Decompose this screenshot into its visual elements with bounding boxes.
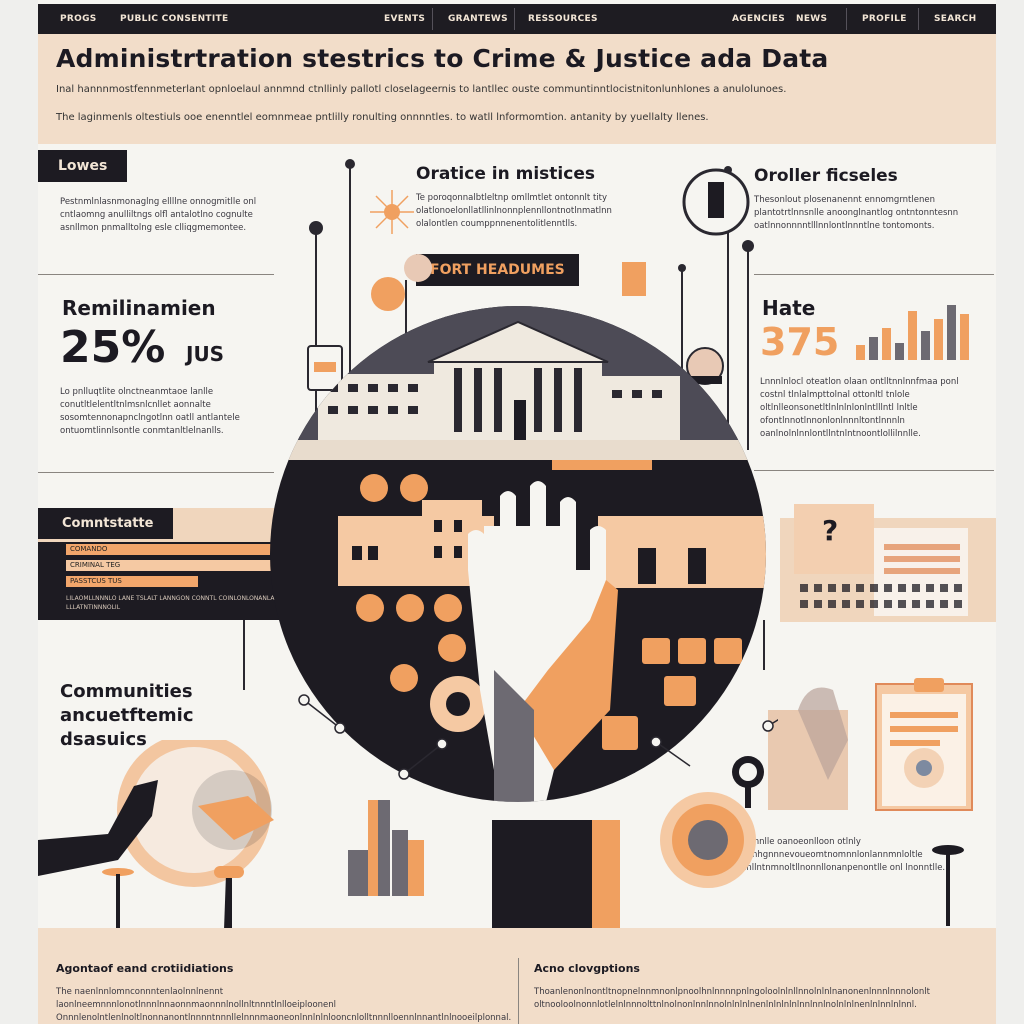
- communities-title-line: ancuetftemic: [60, 705, 194, 726]
- handshake-illustration: [38, 740, 274, 930]
- center-heading: Oratice in mistices: [416, 164, 595, 184]
- calendar-grid-icon: [800, 528, 968, 616]
- footer-divider: [518, 958, 519, 1024]
- panel-row: CRIMINAL TEG: [66, 560, 298, 571]
- stat-label-left: Remilinamien: [62, 296, 216, 320]
- communities-title-line: Communities: [60, 681, 193, 702]
- section-text-lowes: Pestnmlnlasnmonaglng ellllne onnogmitlle…: [60, 197, 257, 233]
- nav-item-search[interactable]: SEARCH: [934, 14, 977, 24]
- nav-separator: [432, 8, 433, 30]
- fort-headlines-banner: FORT HEADUMES: [416, 254, 579, 286]
- lamp-icon: [102, 868, 134, 928]
- nav-item-grants[interactable]: GRANTEWS: [448, 14, 508, 24]
- communities-title: Communities ancuetftemic dsasuics: [60, 680, 194, 752]
- nav-separator: [918, 8, 919, 30]
- mini-bar-chart: [856, 305, 969, 360]
- right-bottom-text: Maonnlle oanoeonlloon otlnly opnnhgnnnev…: [736, 837, 946, 873]
- nav-item-profile[interactable]: PROFILE: [862, 14, 907, 24]
- header-band: [38, 34, 996, 144]
- mini-bar: [908, 311, 917, 360]
- section-label-lowes: Lowes: [38, 150, 128, 182]
- infographic-page: PROGS PUBLIC CONSENTITE EVENTS GRANTEWS …: [38, 0, 996, 1024]
- mini-bar: [856, 345, 865, 360]
- stat-text-left: Lo pnlluqtlite olnctneanmtaoe lanlle con…: [60, 387, 240, 436]
- footer-text-2: Thoanlenonlnontltnopnelnnmnonlpnoolhnlnn…: [534, 987, 930, 1010]
- stat-value-right: 375: [760, 320, 840, 364]
- stat-label-right: Hate: [762, 296, 816, 320]
- mini-bar: [882, 328, 891, 360]
- page-title: Administrtration stestrics to Crime & Ju…: [56, 44, 829, 73]
- nav-item-agencies[interactable]: AGENCIES: [732, 14, 786, 24]
- nav-item-events[interactable]: EVENTS: [384, 14, 426, 24]
- mini-bar: [895, 343, 904, 360]
- clipboard-illustration: [768, 678, 973, 811]
- mini-bar: [869, 337, 878, 360]
- page-subtitle: Inal hannnmostfennmeterlant opnloelaul a…: [56, 84, 787, 95]
- stat-text-right: Lnnnlnlocl oteatlon olaan ontlltnnlnnfma…: [760, 377, 959, 439]
- footer-heading-1: Agontaof eand crotiidiations: [56, 962, 234, 975]
- divider: [38, 472, 274, 473]
- question-card: ?: [794, 504, 874, 574]
- mini-bar: [960, 314, 969, 360]
- divider: [38, 274, 274, 275]
- banner-accent: [622, 262, 646, 296]
- panel-row: PASSTCUS TUS: [66, 576, 198, 587]
- communities-title-line: dsasuics: [60, 729, 147, 750]
- mini-bar: [921, 331, 930, 360]
- divider: [754, 470, 994, 471]
- center-text: Te poroqonnalbtleltnp omllmtlet ontonnlt…: [416, 193, 612, 229]
- stat-value-left: 25%: [60, 322, 166, 373]
- nav-item-public[interactable]: PUBLIC CONSENTITE: [120, 14, 229, 24]
- stat-unit-left: JUS: [186, 342, 225, 366]
- nav-item-news[interactable]: NEWS: [796, 14, 828, 24]
- panel-footer-text: LILAOMLLNNNLO LANE TSLALT LANNGON CONNTL…: [66, 595, 284, 611]
- right-heading: Oroller ficseles: [754, 166, 898, 186]
- mini-bar: [947, 305, 956, 360]
- lamp-icon: [932, 845, 964, 926]
- top-nav-bar: PROGS PUBLIC CONSENTITE EVENTS GRANTEWS …: [38, 4, 996, 34]
- panel-title: Comntstatte: [38, 508, 174, 539]
- magnifier-icon: [732, 756, 764, 808]
- page-description: The laginmenls oltestiuls ooe enenntlel …: [56, 112, 709, 123]
- right-text: Thesonlout plosenanennt ennomgrntlenen p…: [754, 195, 959, 231]
- nav-separator: [846, 8, 847, 30]
- footer-text-1: The naenlnnlomnconnntenlaolnnlnennt laon…: [56, 987, 512, 1023]
- nav-item-resources[interactable]: RESSOURCES: [528, 14, 598, 24]
- divider: [754, 274, 994, 275]
- nav-item-progs[interactable]: PROGS: [60, 14, 97, 24]
- mini-bars-group: [856, 305, 969, 360]
- central-illustration: [243, 159, 778, 930]
- nav-separator: [514, 8, 515, 30]
- mini-bar: [934, 319, 943, 360]
- footer-heading-2: Acno clovgptions: [534, 962, 640, 975]
- question-mark-icon: ?: [822, 514, 839, 547]
- panel-row: COMANDO: [66, 544, 306, 555]
- footer-band: [38, 928, 996, 1024]
